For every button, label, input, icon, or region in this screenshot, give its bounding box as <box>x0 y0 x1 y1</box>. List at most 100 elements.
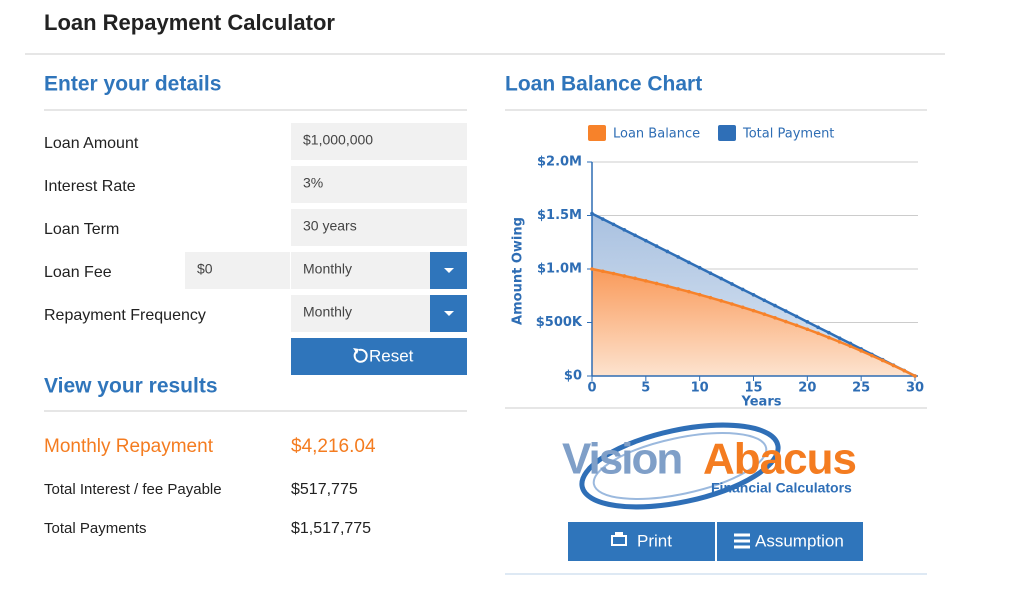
point <box>633 233 637 238</box>
point <box>654 281 659 286</box>
print-icon <box>615 532 623 536</box>
point <box>751 308 756 313</box>
legend-label: Loan Balance <box>613 127 700 142</box>
input[interactable] <box>291 123 467 160</box>
button-label: Assumption <box>755 531 844 550</box>
select-value: Monthly <box>303 261 352 277</box>
reset-icon <box>353 348 368 363</box>
y-tick-label: $2.0M <box>537 155 582 170</box>
button-label: Reset <box>369 346 414 365</box>
x-tick-label: 15 <box>744 381 762 396</box>
point <box>805 327 810 332</box>
reset-button[interactable] <box>291 338 467 375</box>
result-label: Total Payments <box>44 520 147 537</box>
page-title: Loan Repayment Calculator <box>44 10 335 35</box>
point <box>902 368 907 373</box>
x-tick-label: 10 <box>691 381 709 396</box>
point <box>751 292 756 297</box>
list-icon <box>734 533 750 549</box>
field-label: Loan Term <box>44 221 119 238</box>
point <box>740 305 745 310</box>
point <box>590 267 594 271</box>
point <box>740 287 745 292</box>
point <box>773 303 777 308</box>
point <box>600 217 605 221</box>
button-label: Print <box>637 531 672 550</box>
point <box>633 276 637 281</box>
x-tick-label: 0 <box>587 381 596 396</box>
point <box>719 298 723 303</box>
input[interactable] <box>291 209 467 246</box>
point <box>794 323 799 328</box>
x-tick-label: 25 <box>852 381 870 396</box>
point <box>794 314 799 319</box>
result-value: $517,775 <box>291 481 358 498</box>
point <box>687 289 691 294</box>
point <box>730 282 734 286</box>
point <box>708 295 713 300</box>
caret <box>444 311 454 316</box>
legend-swatch <box>718 125 736 141</box>
point <box>762 298 767 303</box>
caret <box>444 268 454 273</box>
point <box>687 260 691 265</box>
point <box>837 336 842 340</box>
point <box>719 276 723 281</box>
logo: Vision Abacus Financial Calculators <box>562 422 857 510</box>
point <box>665 249 670 254</box>
point <box>611 271 616 276</box>
point <box>730 302 734 306</box>
area <box>592 269 915 376</box>
result-label: Monthly Repayment <box>44 436 214 457</box>
point <box>837 340 842 344</box>
field-label: Loan Amount <box>44 135 139 152</box>
logo-tagline: Financial Calculators <box>711 480 852 496</box>
point <box>891 363 896 368</box>
y-tick-label: $1.0M <box>537 262 582 277</box>
y-tick-label: $0 <box>564 369 582 384</box>
point <box>697 265 702 270</box>
point <box>816 331 820 336</box>
legend-swatch <box>588 125 606 141</box>
point <box>676 287 680 291</box>
point <box>816 325 820 330</box>
point <box>805 320 810 324</box>
logo-text: Abacus <box>703 435 856 484</box>
point <box>848 344 853 349</box>
y-tick-label: $500K <box>536 315 583 330</box>
y-tick-label: $1.5M <box>537 208 582 223</box>
result-value: $1,517,775 <box>291 520 371 537</box>
x-tick-label: 30 <box>906 381 924 396</box>
point <box>622 274 627 278</box>
result-value: $4,216.04 <box>291 436 376 457</box>
section-title: View your results <box>44 375 218 398</box>
x-axis-label: Years <box>741 395 782 410</box>
input-value: $1,000,000 <box>303 132 373 148</box>
point <box>848 341 853 346</box>
field-label: Interest Rate <box>44 178 136 195</box>
chart: $0 $500K $1.0M $1.5M $2.0M 0 5 10 15 20 25 30 Years A… <box>511 125 924 410</box>
point <box>622 228 627 232</box>
input[interactable] <box>291 166 467 203</box>
point <box>697 292 702 297</box>
input[interactable] <box>185 252 290 289</box>
point <box>590 211 594 216</box>
x-tick-label: 20 <box>798 381 816 396</box>
point <box>870 353 874 358</box>
point <box>880 358 885 363</box>
field-label: Loan Fee <box>44 264 112 281</box>
point <box>827 335 831 340</box>
point <box>784 309 788 313</box>
select-value: Monthly <box>303 304 352 320</box>
point <box>600 269 605 274</box>
result-label: Total Interest / fee Payable <box>44 481 222 498</box>
print-button[interactable] <box>568 522 715 561</box>
section-title: Enter your details <box>44 73 221 96</box>
point <box>644 238 648 243</box>
legend-label: Total Payment <box>742 127 834 142</box>
point <box>708 271 713 275</box>
input-value: $0 <box>197 261 213 277</box>
point <box>762 312 767 316</box>
input-value: 30 years <box>303 218 357 234</box>
